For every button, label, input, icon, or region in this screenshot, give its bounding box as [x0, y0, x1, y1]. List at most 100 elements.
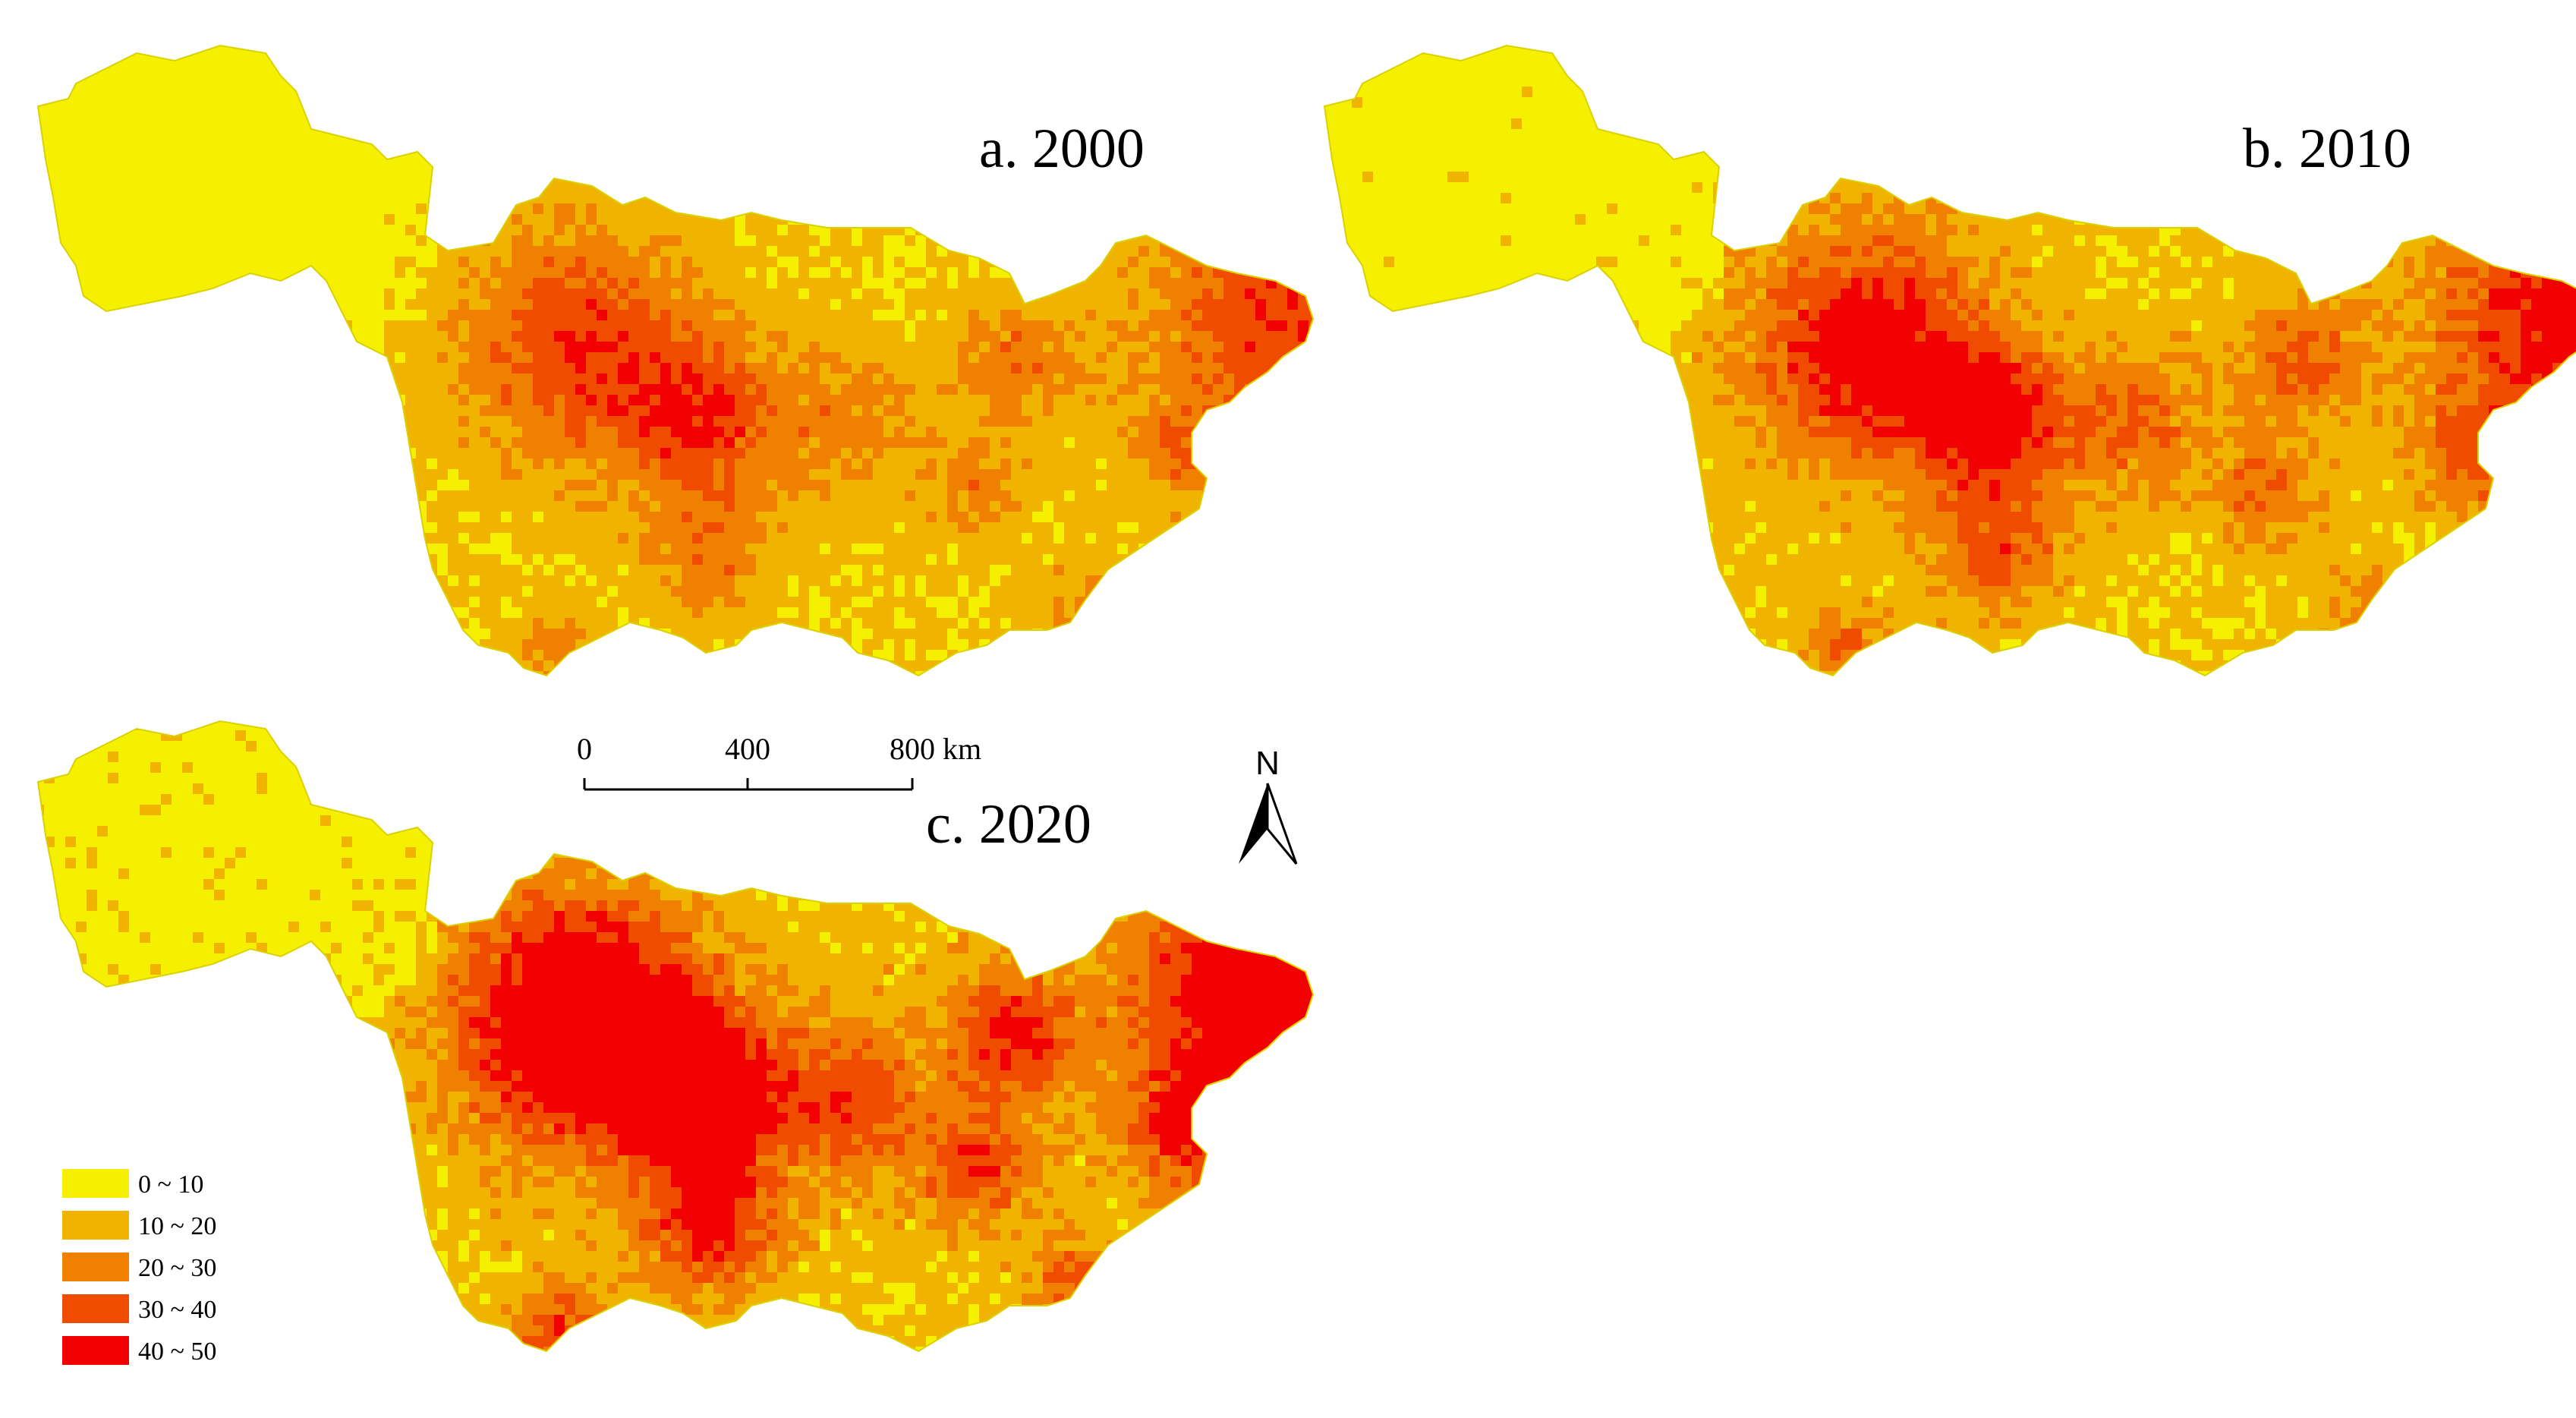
raster-cell [1223, 512, 1234, 522]
raster-cell [1287, 597, 1298, 607]
raster-cell [543, 501, 554, 512]
raster-cell [565, 299, 575, 310]
raster-cell [968, 363, 979, 373]
raster-cell [660, 23, 671, 33]
raster-cell [257, 629, 267, 639]
raster-cell [926, 544, 937, 554]
raster-cell [798, 225, 809, 235]
raster-cell [2510, 55, 2521, 65]
raster-cell [1128, 458, 1138, 469]
raster-cell [1138, 267, 1149, 278]
raster-cell [894, 427, 905, 437]
raster-cell [1181, 257, 1192, 267]
raster-cell [533, 660, 543, 671]
raster-cell [597, 384, 607, 395]
raster-cell [1298, 682, 1308, 692]
raster-cell [1011, 480, 1022, 490]
raster-cell [607, 267, 618, 278]
raster-cell [947, 458, 958, 469]
raster-cell [724, 469, 735, 480]
raster-cell [1319, 257, 1330, 267]
raster-cell [798, 650, 809, 660]
raster-cell [1000, 235, 1011, 246]
raster-cell [1117, 342, 1128, 352]
raster-cell [1011, 246, 1022, 257]
raster-cell [1160, 278, 1170, 288]
raster-cell [1117, 629, 1128, 639]
raster-cell [1724, 23, 1734, 33]
raster-cell [554, 55, 565, 65]
raster-cell [852, 23, 862, 33]
raster-cell [607, 118, 618, 129]
raster-cell [1022, 416, 1032, 427]
raster-cell [1181, 458, 1192, 469]
raster-cell [1064, 23, 1075, 33]
raster-cell [1298, 299, 1308, 310]
raster-cell [1181, 650, 1192, 660]
raster-cell [2074, 55, 2085, 65]
raster-cell [288, 586, 299, 597]
raster-cell [1022, 501, 1032, 512]
raster-cell [788, 225, 798, 235]
raster-cell [373, 522, 384, 533]
raster-cell [575, 384, 586, 395]
raster-cell [554, 235, 565, 246]
raster-cell [384, 682, 395, 692]
raster-cell [427, 395, 437, 405]
raster-cell [692, 65, 703, 76]
raster-cell [883, 629, 894, 639]
raster-cell [618, 437, 628, 448]
raster-cell [947, 342, 958, 352]
raster-cell [926, 512, 937, 522]
raster-cell [841, 235, 852, 246]
raster-cell [1926, 46, 1936, 55]
raster-cell [618, 682, 628, 692]
raster-cell [607, 331, 618, 342]
raster-cell [1160, 331, 1170, 342]
raster-cell [1798, 55, 1809, 65]
raster-cell [1011, 384, 1022, 395]
raster-cell [968, 172, 979, 182]
raster-cell [745, 501, 756, 512]
raster-cell [1298, 150, 1308, 161]
raster-cell [1043, 310, 1053, 320]
raster-cell [852, 278, 862, 288]
raster-cell [1319, 235, 1330, 246]
raster-cell [1192, 267, 1202, 278]
raster-cell [1149, 682, 1160, 692]
raster-cell [1255, 235, 1266, 246]
raster-cell [1202, 288, 1213, 299]
raster-cell [692, 342, 703, 352]
raster-cell [745, 97, 756, 108]
raster-cell [565, 342, 575, 352]
raster-cell [1319, 490, 1330, 501]
raster-cell [968, 129, 979, 140]
raster-cell [1107, 65, 1117, 76]
raster-cell [2542, 33, 2552, 44]
raster-cell [1936, 33, 1947, 44]
raster-cell [820, 671, 830, 676]
raster-cell [788, 554, 798, 565]
raster-cell [1160, 246, 1170, 257]
raster-cell [193, 490, 203, 501]
raster-cell [554, 448, 565, 458]
raster-cell [1032, 23, 1043, 33]
raster-cell [692, 597, 703, 607]
raster-cell [862, 554, 873, 565]
raster-cell [1170, 458, 1181, 469]
raster-cell [809, 257, 820, 267]
raster-cell [597, 650, 607, 660]
raster-cell [1160, 682, 1170, 692]
raster-cell [937, 384, 947, 395]
raster-cell [522, 575, 533, 586]
raster-cell [395, 448, 405, 458]
raster-cell [1011, 490, 1022, 501]
raster-cell [225, 586, 235, 597]
raster-cell [586, 55, 597, 65]
raster-cell [788, 203, 798, 214]
raster-cell [724, 544, 735, 554]
raster-cell [735, 575, 745, 586]
raster-cell [745, 246, 756, 257]
raster-cell [522, 118, 533, 129]
raster-cell [1766, 33, 1777, 44]
